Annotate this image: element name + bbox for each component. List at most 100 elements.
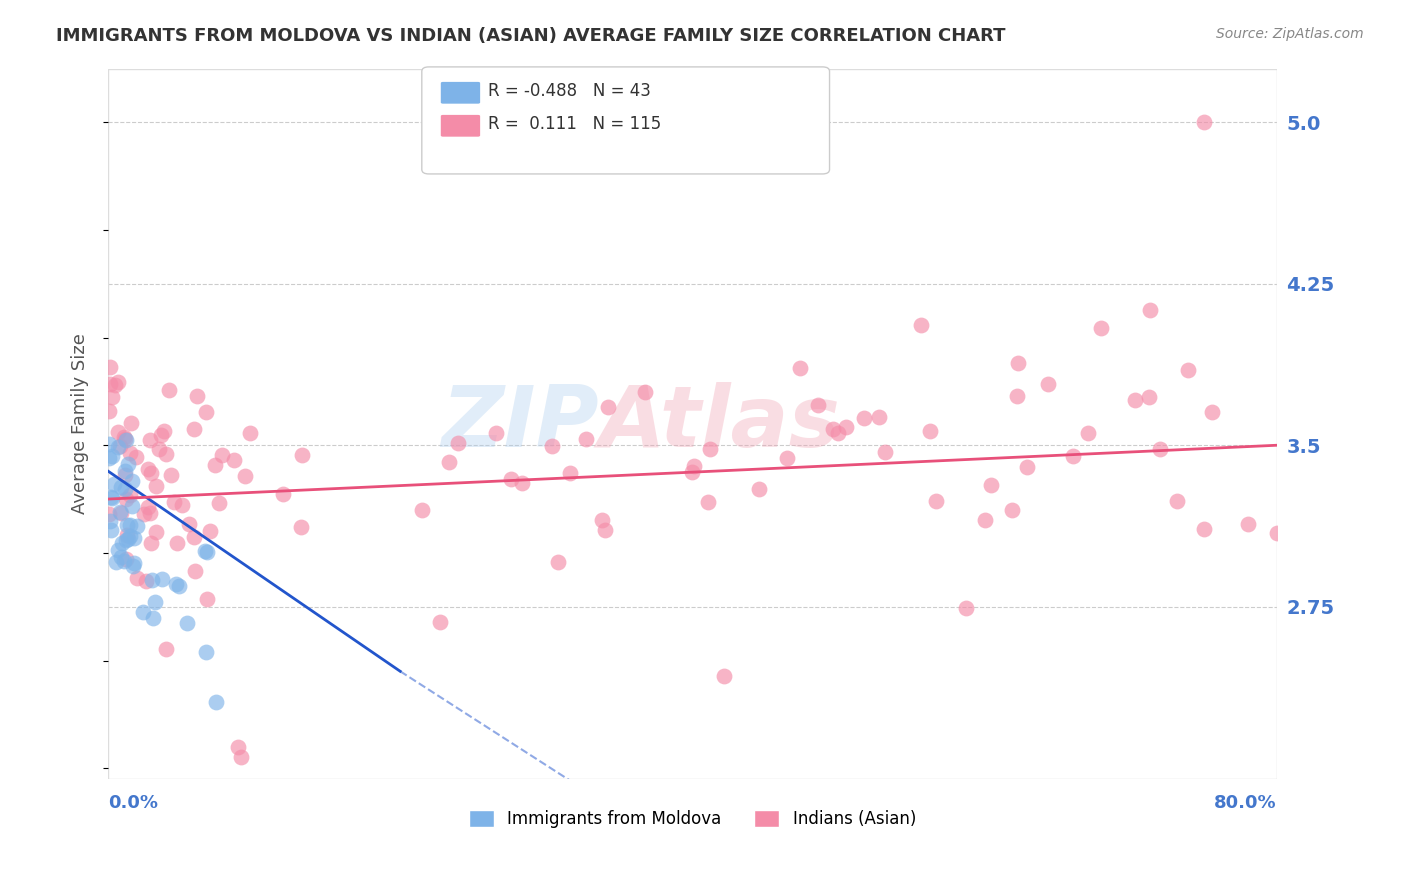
Point [132,605,155,619]
Point [595,523,617,537]
Point [682,458,704,473]
Point [114,533,136,548]
Point [112,430,135,444]
Text: 80.0%: 80.0% [1215,794,1277,812]
Point [125,450,148,464]
Point [142,611,165,625]
Point [118,518,141,533]
Point [186,389,208,403]
Point [98,359,121,374]
Point [835,419,858,434]
Point [290,448,312,462]
Point [155,642,177,657]
Point [112,554,135,568]
Point [575,432,598,446]
Point [110,507,132,521]
Point [127,571,149,585]
Point [195,592,218,607]
Point [204,458,226,472]
Point [547,554,569,568]
Point [1149,442,1171,456]
Point [598,400,620,414]
Point [150,572,173,586]
Point [115,433,138,447]
Point [105,555,128,569]
Point [127,519,149,533]
Point [165,577,187,591]
Point [148,442,170,456]
Point [103,477,125,491]
Point [155,447,177,461]
Point [1036,377,1059,392]
Point [121,500,143,514]
Point [117,457,139,471]
Point [120,529,142,543]
Point [271,487,294,501]
Point [108,505,131,519]
Point [114,482,136,496]
Point [111,536,134,550]
Point [697,495,720,509]
Point [873,445,896,459]
Point [1236,516,1258,531]
Text: Source: ZipAtlas.com: Source: ZipAtlas.com [1216,27,1364,41]
Point [98,437,121,451]
Point [827,426,849,441]
Point [114,468,136,483]
Point [447,435,470,450]
Point [1090,321,1112,335]
Point [1192,522,1215,536]
Point [634,384,657,399]
Point [195,544,218,558]
Point [159,468,181,483]
Point [139,536,162,550]
Point [110,480,132,494]
Point [122,558,145,573]
Point [233,469,256,483]
Legend: Immigrants from Moldova, Indians (Asian): Immigrants from Moldova, Indians (Asian) [463,803,922,835]
Point [194,544,217,558]
Point [150,427,173,442]
Point [955,601,977,615]
Point [499,472,522,486]
Point [239,426,262,441]
Point [115,527,138,541]
Point [510,476,533,491]
Point [98,514,121,528]
Point [179,516,201,531]
Point [1177,363,1199,377]
Point [145,478,167,492]
Point [1139,303,1161,318]
Point [115,491,138,506]
Point [208,495,231,509]
Point [823,422,845,436]
Point [411,503,433,517]
Point [1265,525,1288,540]
Point [107,440,129,454]
Point [183,530,205,544]
Point [132,507,155,521]
Point [145,525,167,540]
Point [184,565,207,579]
Point [121,474,143,488]
Point [98,507,121,521]
Point [153,424,176,438]
Point [198,524,221,538]
Point [110,549,132,564]
Point [159,383,181,397]
Point [226,739,249,754]
Point [1137,390,1160,404]
Point [117,518,139,533]
Point [591,513,613,527]
Point [918,424,941,438]
Point [138,506,160,520]
Text: Atlas: Atlas [599,382,841,466]
Y-axis label: Average Family Size: Average Family Size [72,334,89,514]
Point [231,750,253,764]
Point [114,432,136,446]
Point [100,490,122,504]
Point [1015,459,1038,474]
Point [135,574,157,588]
Point [108,439,131,453]
Point [166,535,188,549]
